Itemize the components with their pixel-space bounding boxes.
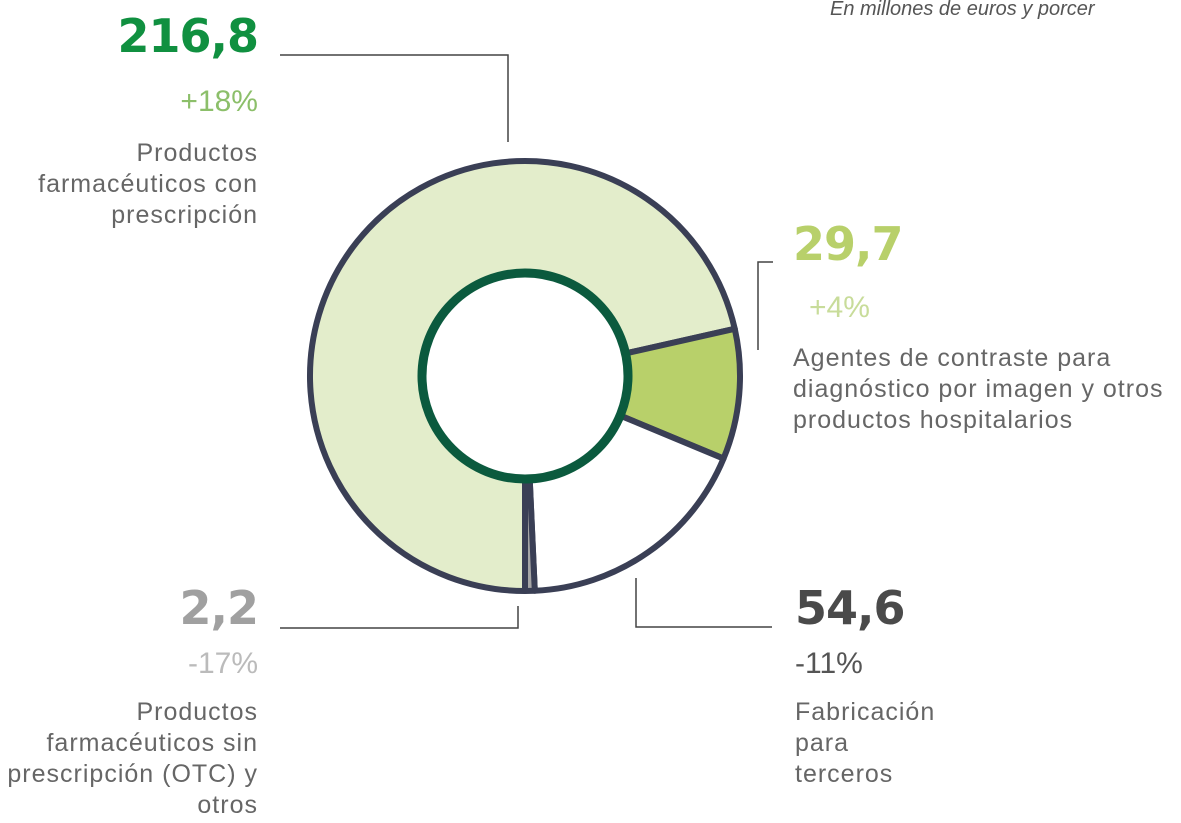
leader-line bbox=[757, 261, 773, 350]
change-label: -17% bbox=[187, 647, 258, 680]
category-label: Agentes de contraste para diagnóstico po… bbox=[793, 344, 1164, 434]
subtitle: En millones de euros y porcer bbox=[830, 0, 1095, 20]
value-label: 54,6 bbox=[795, 581, 906, 635]
value-label: 29,7 bbox=[793, 217, 904, 271]
change-label: +18% bbox=[180, 85, 258, 118]
leader-line bbox=[280, 54, 509, 142]
leader-lines bbox=[280, 54, 773, 629]
category-label: Productos farmacéuticos con prescripción bbox=[38, 139, 258, 229]
value-label: 216,8 bbox=[117, 9, 259, 63]
change-label: +4% bbox=[809, 291, 870, 324]
change-label: -11% bbox=[795, 647, 863, 680]
category-label: Fabricación para terceros bbox=[795, 698, 936, 788]
leader-line bbox=[635, 578, 772, 628]
leader-line bbox=[280, 606, 519, 629]
category-label: Productos farmacéuticos sin prescripción… bbox=[7, 698, 258, 819]
inner-ring bbox=[417, 268, 633, 484]
slice bbox=[522, 475, 538, 595]
value-label: 2,2 bbox=[179, 581, 260, 635]
